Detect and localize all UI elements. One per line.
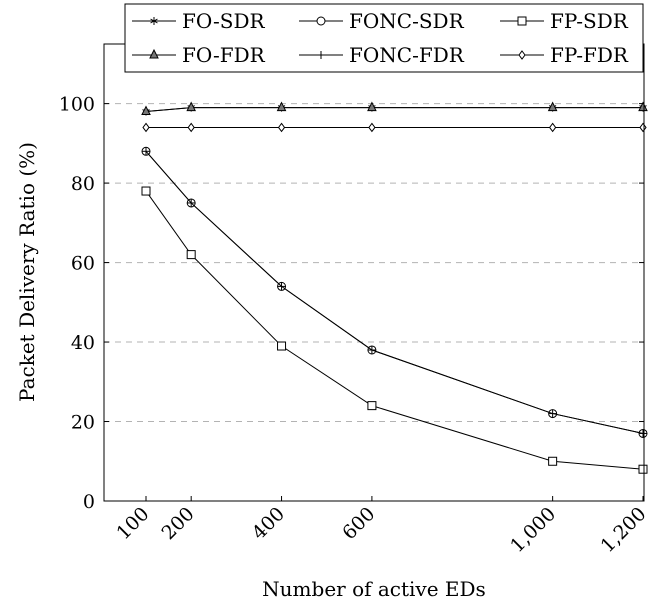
y-axis-title: Packet Delivery Ratio (%) xyxy=(15,142,39,402)
point-fonc-fdr xyxy=(187,198,196,207)
legend-marker-fonc-fdr xyxy=(317,51,325,59)
legend-label: FONC-FDR xyxy=(349,43,465,67)
point-fp-sdr xyxy=(277,341,287,351)
y-tick-label: 60 xyxy=(71,253,95,275)
legend-label: FP-SDR xyxy=(550,9,629,33)
legend-label: FO-SDR xyxy=(182,9,266,33)
x-tick-label: 400 xyxy=(248,503,289,544)
point-fo-fdr xyxy=(141,105,151,116)
legend-marker-fo-sdr xyxy=(150,17,158,25)
legend-item-fonc-fdr: FONC-FDR xyxy=(299,43,465,67)
plot-frame xyxy=(103,43,645,502)
point-fo-fdr xyxy=(186,101,196,112)
point-fonc-fdr xyxy=(277,282,286,291)
y-tick-label: 20 xyxy=(71,412,95,434)
legend-item-fo-fdr: FO-FDR xyxy=(132,43,266,67)
series-line-fo-fdr xyxy=(145,107,643,113)
x-tick-label: 1,000 xyxy=(506,503,560,557)
point-fp-fdr xyxy=(142,122,150,133)
point-fp-sdr xyxy=(548,456,558,466)
legend-box xyxy=(124,3,644,73)
series-line-fo-sdr xyxy=(145,107,643,113)
y-tick-label: 100 xyxy=(59,94,95,116)
legend-label: FONC-SDR xyxy=(349,9,465,33)
point-fp-fdr xyxy=(549,122,557,133)
point-fonc-fdr xyxy=(142,147,150,156)
y-tick-label: 0 xyxy=(83,491,95,513)
legend-marker-fp-sdr xyxy=(517,16,527,26)
point-fp-sdr xyxy=(367,401,377,411)
series-line-fonc-fdr xyxy=(145,150,644,434)
point-fo-fdr xyxy=(547,101,558,112)
legend-item-fp-fdr: FP-FDR xyxy=(500,43,629,67)
legend-marker-fp-fdr xyxy=(518,50,526,60)
point-fp-fdr xyxy=(639,122,647,133)
legend-label: FP-FDR xyxy=(550,43,629,67)
point-fonc-fdr xyxy=(548,409,557,418)
point-fo-fdr xyxy=(367,101,377,112)
point-fp-fdr xyxy=(368,122,376,133)
y-axis: 0 20 40 60 80 100 xyxy=(59,94,644,513)
point-fp-sdr xyxy=(638,464,648,474)
point-fonc-fdr xyxy=(367,345,376,354)
legend-marker-fo-fdr xyxy=(149,48,159,59)
series-line-fp-sdr xyxy=(145,190,644,470)
point-fonc-fdr xyxy=(639,429,647,438)
point-fp-fdr xyxy=(277,122,286,133)
series-layer xyxy=(141,101,648,474)
x-tick-label: 600 xyxy=(338,503,379,544)
point-fp-sdr xyxy=(141,186,151,196)
legend-item-fp-sdr: FP-SDR xyxy=(500,9,629,33)
point-fp-sdr xyxy=(186,250,196,260)
legend-item-fonc-sdr: FONC-SDR xyxy=(299,9,465,33)
grid xyxy=(104,103,644,423)
y-tick-label: 80 xyxy=(71,173,95,195)
series-line-fonc-sdr xyxy=(145,150,644,434)
legend: FO-SDR FONC-SDR FP-SDR FO-FDR FONC-FDR FP-FDR xyxy=(124,3,644,73)
y-tick-label: 40 xyxy=(71,332,95,354)
point-fp-fdr xyxy=(187,122,195,133)
x-axis-title: Number of active EDs xyxy=(262,577,486,601)
x-tick-label: 100 xyxy=(112,503,153,544)
legend-label: FO-FDR xyxy=(182,43,266,67)
point-fo-fdr xyxy=(276,101,287,112)
legend-item-fo-sdr: FO-SDR xyxy=(132,9,266,33)
legend-marker-fonc-sdr xyxy=(316,16,326,26)
x-axis: 100 200 400 600 1,000 1,200 xyxy=(112,44,651,557)
x-tick-label: 1,200 xyxy=(597,503,651,557)
x-tick-label: 200 xyxy=(158,503,199,544)
point-fo-fdr xyxy=(638,101,648,112)
